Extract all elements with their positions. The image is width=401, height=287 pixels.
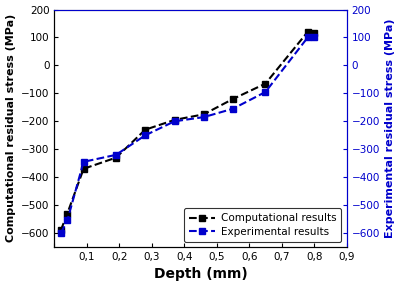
Legend: Computational results, Experimental results: Computational results, Experimental resu… xyxy=(184,208,341,242)
Experimental results xyxy=(305,36,310,39)
Computational results xyxy=(65,212,70,215)
Experimental results xyxy=(312,36,316,39)
Computational results xyxy=(172,118,177,122)
Experimental results xyxy=(113,153,118,156)
Experimental results xyxy=(65,219,70,222)
Computational results xyxy=(231,97,235,101)
Computational results xyxy=(113,156,118,159)
Experimental results xyxy=(143,133,148,137)
Computational results xyxy=(263,82,268,85)
Y-axis label: Computational residual stress (MPa): Computational residual stress (MPa) xyxy=(6,14,16,243)
Experimental results xyxy=(59,231,63,235)
Line: Experimental results: Experimental results xyxy=(58,35,317,236)
Experimental results xyxy=(201,115,206,119)
Computational results xyxy=(143,128,148,131)
Experimental results xyxy=(263,90,268,94)
Experimental results xyxy=(81,160,86,164)
Experimental results xyxy=(231,107,235,110)
Computational results xyxy=(81,167,86,170)
X-axis label: Depth (mm): Depth (mm) xyxy=(154,267,247,282)
Y-axis label: Experimental residual stress (MPa): Experimental residual stress (MPa) xyxy=(385,19,395,238)
Line: Computational results: Computational results xyxy=(58,29,317,233)
Computational results xyxy=(59,228,63,232)
Experimental results xyxy=(172,120,177,123)
Computational results xyxy=(305,30,310,34)
Computational results xyxy=(201,113,206,116)
Computational results xyxy=(312,32,316,35)
